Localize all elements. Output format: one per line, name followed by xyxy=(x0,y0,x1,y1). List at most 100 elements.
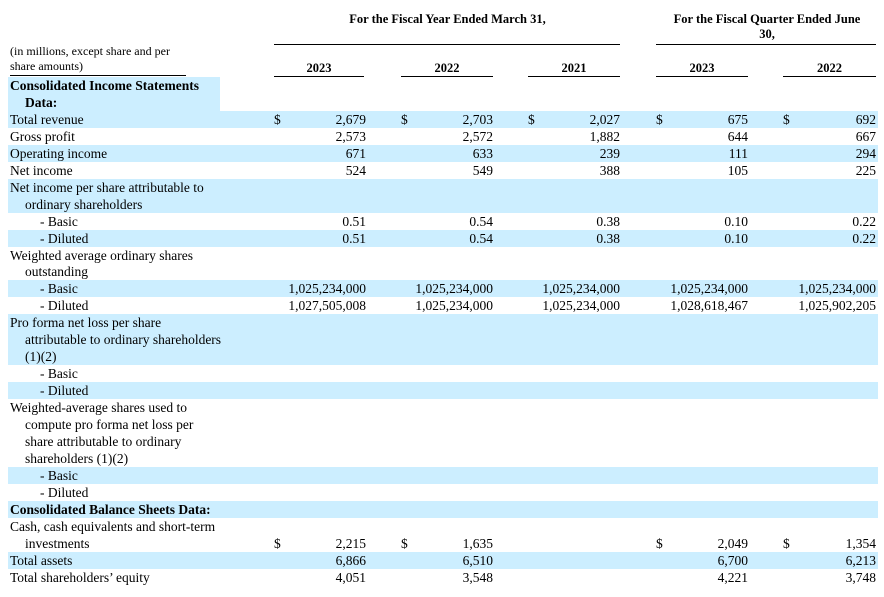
row-label: - Basic xyxy=(40,366,78,382)
cell-value: 633 xyxy=(472,145,493,161)
cell-value: 2,703 xyxy=(462,111,493,127)
cell-value: 111 xyxy=(728,145,748,161)
row-label: - Diluted xyxy=(40,383,89,399)
row-shading xyxy=(8,195,878,213)
col-rule-q2022 xyxy=(783,76,876,77)
row-label: - Diluted xyxy=(40,298,89,314)
cell-value: 0.10 xyxy=(724,230,748,246)
col-rule-q2023 xyxy=(656,76,748,77)
cell-value: 1,025,234,000 xyxy=(670,281,748,297)
cell-value: 0.54 xyxy=(469,213,493,229)
table-row: Net income 524 549 388 105 225 xyxy=(0,162,884,179)
units-note-rule xyxy=(10,75,186,76)
row-shading xyxy=(8,331,878,349)
table-row: (1)(2) xyxy=(0,348,884,366)
cell-value: 1,027,505,008 xyxy=(288,298,366,314)
cell-value: 2,027 xyxy=(589,111,620,127)
cell-value: 3,548 xyxy=(462,569,493,585)
col-rule-fy2023 xyxy=(274,76,364,77)
cell-value: 4,051 xyxy=(335,569,366,585)
row-label: Gross profit xyxy=(10,128,75,144)
cell-value: 3,748 xyxy=(845,569,876,585)
fiscal-year-header-text: For the Fiscal Year Ended March 31, xyxy=(349,12,546,26)
row-shading xyxy=(8,382,878,400)
currency-symbol: $ xyxy=(656,111,663,127)
table-row: Cash, cash equivalents and short-term xyxy=(0,518,884,535)
col-rule-fy2021 xyxy=(528,76,620,77)
table-row: share attributable to ordinary xyxy=(0,433,884,450)
fiscal-year-header: For the Fiscal Year Ended March 31, xyxy=(300,12,595,27)
currency-symbol: $ xyxy=(528,111,535,127)
fiscal-year-rule xyxy=(274,44,620,45)
table-row: Weighted-average shares used to xyxy=(0,399,884,416)
cell-value: 671 xyxy=(345,145,366,161)
row-shading xyxy=(8,178,878,196)
cell-value: 1,025,234,000 xyxy=(288,281,366,297)
row-label: investments xyxy=(25,535,90,551)
row-shading xyxy=(8,551,878,569)
cell-value: 692 xyxy=(855,111,876,127)
cell-value: 1,025,234,000 xyxy=(415,298,493,314)
table-row: - Diluted xyxy=(0,484,884,501)
row-label: shareholders (1)(2) xyxy=(25,450,129,466)
table-row: Pro forma net loss per share xyxy=(0,314,884,332)
table-row: Total revenue $ $ $ $ $2,679 2,703 2,027 675 692 xyxy=(0,110,884,128)
col-rule-fy2022 xyxy=(401,76,493,77)
row-shading xyxy=(8,466,878,484)
row-label: (1)(2) xyxy=(25,349,57,365)
table-row: Consolidated Balance Sheets Data: xyxy=(0,500,884,518)
cell-value: 0.38 xyxy=(596,230,620,246)
cell-value: 0.38 xyxy=(596,213,620,229)
cell-value: 1,025,902,205 xyxy=(798,298,876,314)
table-row: - Diluted xyxy=(0,382,884,400)
cell-value: 667 xyxy=(855,128,876,144)
col-header-q2023: 2023 xyxy=(689,61,715,75)
row-label: Net income xyxy=(10,162,73,178)
row-label: - Basic xyxy=(40,213,78,229)
cell-value: 1,635 xyxy=(462,535,493,551)
row-label: Net income per share attributable to xyxy=(10,179,204,195)
row-label: Consolidated Income Statements xyxy=(10,78,199,93)
row-label: Weighted-average shares used to xyxy=(10,400,187,416)
cell-value: 6,213 xyxy=(845,552,876,568)
row-label: Total shareholders’ equity xyxy=(10,569,150,585)
row-label: Consolidated Balance Sheets Data: xyxy=(10,501,211,517)
table-row: Data: xyxy=(0,93,884,111)
cell-value: 1,025,234,000 xyxy=(415,281,493,297)
row-shading xyxy=(8,229,878,247)
cell-value: 0.54 xyxy=(469,230,493,246)
row-shading xyxy=(8,110,878,128)
cell-value: 2,572 xyxy=(462,128,493,144)
row-shading xyxy=(8,314,878,332)
row-label: Total revenue xyxy=(10,111,84,127)
col-header-fy2021: 2021 xyxy=(561,61,587,75)
cell-value: 294 xyxy=(855,145,876,161)
currency-symbol: $ xyxy=(274,535,281,551)
table-row: - Basic xyxy=(0,466,884,484)
table-row: - Basic xyxy=(0,365,884,382)
cell-value: 6,510 xyxy=(462,552,493,568)
cell-value: 0.22 xyxy=(852,230,876,246)
row-label: - Basic xyxy=(40,467,78,483)
table-row: - Basic 0.51 0.54 0.38 0.10 0.22 xyxy=(0,213,884,230)
row-label: Data: xyxy=(25,94,58,110)
row-label: outstanding xyxy=(25,264,88,280)
col-header-q2022: 2022 xyxy=(817,61,842,75)
row-label: Pro forma net loss per share xyxy=(10,315,162,331)
cell-value: 388 xyxy=(599,162,620,178)
table-row: investments $ $ $ $2,215 1,635 2,049 1,354 xyxy=(0,535,884,552)
table-row: attributable to ordinary shareholders xyxy=(0,331,884,349)
fiscal-quarter-header: For the Fiscal Quarter Ended June 30, xyxy=(672,12,862,42)
cell-value: 0.51 xyxy=(342,213,366,229)
cell-value: 524 xyxy=(345,162,366,178)
table-row: - Diluted 1,027,505,008 1,025,234,000 1,025… xyxy=(0,297,884,314)
row-shading xyxy=(8,348,878,366)
table-row: - Diluted 0.51 0.54 0.38 0.10 0.22 xyxy=(0,229,884,247)
col-header-fy2022: 2022 xyxy=(434,61,460,75)
cell-value: 0.51 xyxy=(342,230,366,246)
currency-symbol: $ xyxy=(656,535,663,551)
row-label: Cash, cash equivalents and short-term xyxy=(10,518,216,534)
cell-value: 1,025,234,000 xyxy=(542,298,620,314)
cell-value: 2,679 xyxy=(335,111,366,127)
